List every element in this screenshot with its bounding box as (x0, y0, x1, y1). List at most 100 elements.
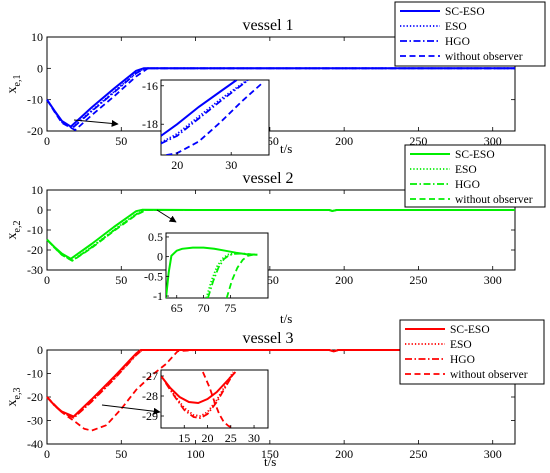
y-tick-label: -10 (27, 367, 43, 381)
y-axis-label: xe,3 (5, 388, 23, 407)
legend-label: SC-ESO (445, 6, 485, 18)
inset-y-tick-label: 0.5 (148, 230, 163, 244)
panel-title: vessel 3 (242, 330, 293, 347)
y-tick-label: 10 (31, 30, 43, 44)
zoom-arrow (156, 209, 177, 223)
y-tick-label: 0 (37, 203, 43, 217)
y-tick-label: 0 (37, 343, 43, 357)
series-line-without-observer (46, 67, 515, 131)
panel-title: vessel 2 (242, 170, 293, 187)
x-tick-label: 150 (261, 447, 279, 461)
x-tick-label: 0 (44, 134, 50, 148)
legend-label: SC-ESO (455, 149, 495, 161)
series-line-hgo (46, 67, 515, 130)
inset-y-tick-label: -0.5 (144, 269, 163, 283)
x-tick-label: 50 (115, 447, 127, 461)
x-tick-label: 0 (44, 447, 50, 461)
y-axis-label: xe,2 (5, 221, 23, 240)
y-tick-label: -40 (27, 437, 43, 451)
x-tick-label: 0 (44, 273, 50, 287)
legend: SC-ESO ESO HGO without observer (399, 319, 545, 385)
x-tick-label: 300 (484, 447, 502, 461)
inset-x-tick-label: 20 (171, 158, 183, 172)
inset-y-tick-label: -27 (142, 369, 158, 383)
panel-1: -20-10010050100150200250300vessel 1xe,1-… (5, 1, 546, 172)
inset-series-without-observer (202, 371, 234, 428)
x-tick-label: 50 (115, 134, 127, 148)
legend-label: HGO (445, 36, 470, 48)
y-axis-label-main: x (5, 86, 20, 93)
y-tick-label: -20 (27, 390, 43, 404)
panel-2: -30-20-10010050100150200250300vessel 2xe… (5, 144, 546, 326)
inset-series-without-observer (225, 253, 258, 298)
inset-series-sc-eso (161, 371, 237, 405)
inset-plot: -1 -0.5 0 0.5 65 70 75 (144, 230, 269, 315)
x-tick-label: 200 (335, 447, 353, 461)
panel-3: -40 -30 -20 -10 0 0 50 100 150 200 250 300 vessel 3 x… (5, 319, 545, 469)
inset-x-tick-label: 15 (178, 431, 190, 445)
y-axis-label-subscript: e,3 (12, 388, 23, 400)
y-tick-label: -20 (27, 124, 43, 138)
legend-box (404, 144, 546, 208)
x-tick-label: 200 (335, 134, 353, 148)
x-tick-label: 200 (335, 273, 353, 287)
series-line-hgo (46, 209, 515, 262)
inset-series-hgo (207, 252, 258, 298)
x-tick-label: 100 (187, 447, 205, 461)
y-axis-label-main: x (5, 232, 20, 239)
legend-label: HGO (450, 354, 475, 366)
y-tick-label: 10 (31, 183, 43, 197)
inset-x-tick-label: 30 (225, 158, 237, 172)
x-tick-label: 300 (484, 273, 502, 287)
y-tick-label: -30 (27, 414, 43, 428)
x-tick-label: 250 (409, 273, 427, 287)
zoom-arrow (101, 404, 161, 415)
inset-frame (160, 369, 269, 429)
y-axis-label-subscript: e,2 (12, 221, 23, 233)
x-tick-label: 250 (409, 447, 427, 461)
x-tick-label: 50 (115, 273, 127, 287)
inset-x-tick-label: 65 (171, 301, 183, 315)
inset-series-eso (161, 80, 248, 144)
inset-x-tick-label: 20 (202, 431, 214, 445)
legend-label: without observer (455, 194, 533, 206)
inset-series-eso (164, 371, 234, 417)
legend-label: without observer (450, 369, 528, 381)
y-axis-label-subscript: e,1 (12, 75, 23, 87)
zoom-arrow (73, 119, 119, 127)
x-axis-label: t/s (264, 454, 276, 469)
legend-label: without observer (445, 51, 523, 63)
series-line-hgo (46, 349, 515, 419)
legend-label: HGO (455, 179, 480, 191)
inset-x-tick-label: 75 (224, 301, 236, 315)
y-tick-label: -10 (27, 223, 43, 237)
inset-x-tick-label: 70 (198, 301, 210, 315)
inset-x-tick-label: 25 (225, 431, 237, 445)
inset-y-tick-label: -28 (142, 389, 158, 403)
inset-plot: -18 -16 20 30 (142, 79, 270, 172)
legend: SC-ESO ESO HGO without observer (394, 1, 546, 67)
legend-label: ESO (445, 21, 467, 33)
inset-y-tick-label: -18 (142, 117, 158, 131)
inset-x-tick-label: 30 (248, 431, 260, 445)
inset-series-sc-eso (161, 80, 238, 137)
legend-label: ESO (455, 164, 477, 176)
legend-label: ESO (450, 339, 472, 351)
inset-series-without-observer (166, 81, 265, 155)
inset-y-tick-label: -1 (153, 289, 163, 303)
y-axis-label-main: x (5, 399, 20, 406)
y-tick-label: -10 (27, 93, 43, 107)
series-line-without-observer (46, 349, 515, 432)
inset-series-hgo (164, 373, 234, 419)
inset-y-tick-label: 0 (157, 250, 163, 264)
y-axis-label: xe,1 (5, 75, 23, 94)
inset-series-hgo (161, 80, 250, 145)
inset-series-eso (205, 252, 258, 298)
y-tick-label: -30 (27, 263, 43, 277)
x-axis-label: t/s (280, 141, 292, 156)
series-line-without-observer (46, 209, 515, 262)
inset-y-tick-label: -16 (142, 79, 158, 93)
legend-label: SC-ESO (450, 324, 490, 336)
x-axis-label: t/s (280, 311, 292, 326)
y-tick-label: 0 (37, 61, 43, 75)
